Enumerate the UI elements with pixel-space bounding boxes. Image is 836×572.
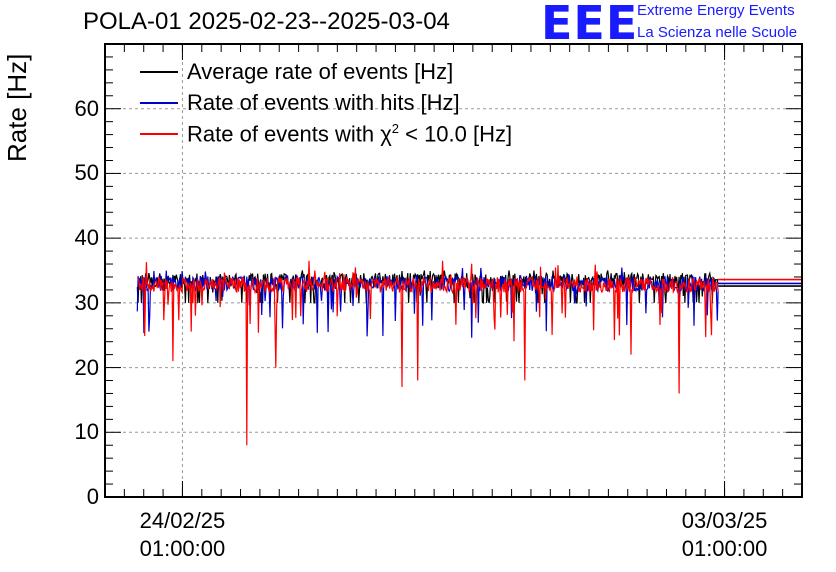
- y-tick-label: 10: [74, 419, 99, 445]
- legend-swatch-hits: [140, 102, 178, 104]
- x-tick-date: 03/03/25: [681, 508, 768, 533]
- logo-line-1: Extreme Energy Events: [637, 2, 795, 19]
- y-tick-label: 40: [74, 225, 99, 251]
- y-tick-label: 30: [74, 289, 99, 315]
- y-tick-label: 20: [74, 354, 99, 380]
- y-axis-label: Rate [Hz]: [2, 53, 32, 162]
- plot-frame: [104, 43, 803, 498]
- logo-line-2: La Scienza nelle Scuole: [637, 24, 798, 41]
- x-tick-label: 24/02/25 01:00:00: [112, 507, 252, 563]
- legend-chi2-post: < 10.0 [Hz]: [399, 121, 513, 147]
- eee-logo: EEE: [541, 0, 639, 50]
- y-tick-label: 0: [86, 484, 99, 509]
- chart-title: POLA-01 2025-02-23--2025-03-04: [83, 8, 450, 35]
- series-line-3: [136, 260, 719, 446]
- grid-lines: [105, 44, 802, 497]
- x-tick-time: 01:00:00: [139, 536, 226, 561]
- legend-swatch-chi2: [140, 133, 178, 135]
- legend-chi2-sup: 2: [391, 121, 399, 136]
- legend-label-chi2: Rate of events with χ2 < 10.0 [Hz]: [187, 121, 512, 147]
- axis-ticks: [104, 44, 803, 498]
- legend-label-average: Average rate of events [Hz]: [187, 59, 454, 84]
- x-tick-date: 24/02/25: [139, 508, 226, 533]
- series-layer: [136, 260, 802, 446]
- y-tick-label: 60: [74, 95, 99, 121]
- y-tick-label: 50: [74, 160, 99, 186]
- legend-label-hits: Rate of events with hits [Hz]: [187, 90, 460, 115]
- x-tick-label: 03/03/25 01:00:00: [655, 507, 795, 563]
- x-tick-time: 01:00:00: [681, 536, 768, 561]
- legend-chi2-pre: Rate of events with χ: [187, 121, 392, 147]
- legend-swatch-average: [140, 71, 178, 73]
